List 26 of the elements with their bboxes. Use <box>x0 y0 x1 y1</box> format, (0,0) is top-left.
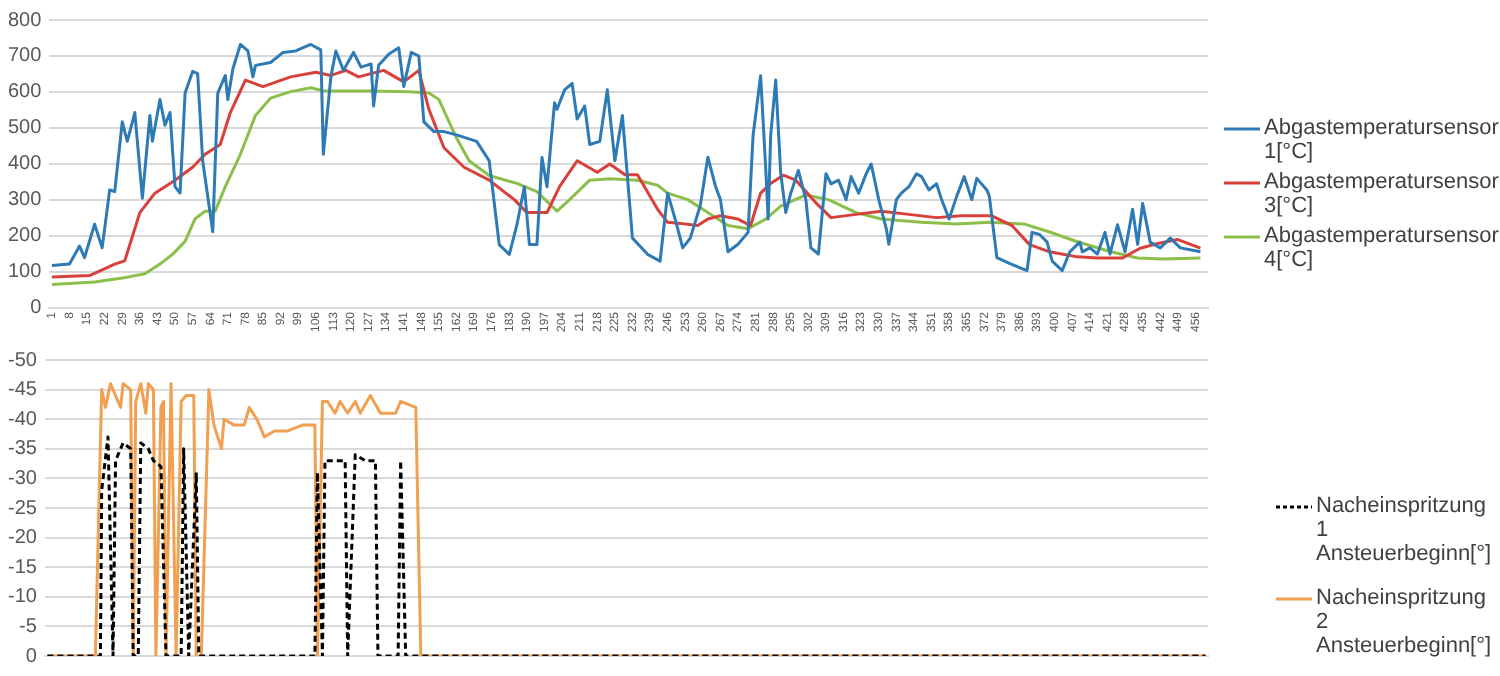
y-tick-label: -10 <box>8 586 38 609</box>
y-tick-label: 100 <box>7 261 43 284</box>
y-tick-label: 400 <box>7 153 43 176</box>
y-tick-label: 300 <box>7 189 43 212</box>
y-tick-label: 0 <box>25 645 38 668</box>
legend-label: Abgastemperatursensor 4[°C] <box>1264 224 1500 272</box>
y-tick-label: -30 <box>8 467 38 490</box>
y-tick-label: 200 <box>7 225 43 248</box>
y-tick-label: -20 <box>8 527 38 550</box>
y-tick-label: -50 <box>8 349 38 372</box>
y-tick-label: 700 <box>7 45 43 68</box>
y-tick-label: 800 <box>7 9 43 32</box>
legend-label: Abgastemperatursensor 3[°C] <box>1264 170 1500 218</box>
line-series <box>45 435 1207 656</box>
legend-label: Nacheinspritzung 2 Ansteuerbeginn[°] <box>1316 586 1494 658</box>
y-tick-label: 500 <box>7 117 43 140</box>
y-tick-label: -25 <box>8 497 38 520</box>
legend-label: Nacheinspritzung 1 Ansteuerbeginn[°] <box>1316 494 1494 566</box>
y-tick-label: -35 <box>8 438 38 461</box>
y-tick-label: -5 <box>19 615 38 638</box>
y-tick-label: 600 <box>7 81 43 104</box>
y-tick-label: 0 <box>30 297 43 320</box>
legend-label: Abgastemperatursensor 1[°C] <box>1264 116 1500 164</box>
y-tick-label: -45 <box>8 379 38 402</box>
y-tick-label: -15 <box>8 556 38 579</box>
y-tick-label: -40 <box>8 408 38 431</box>
